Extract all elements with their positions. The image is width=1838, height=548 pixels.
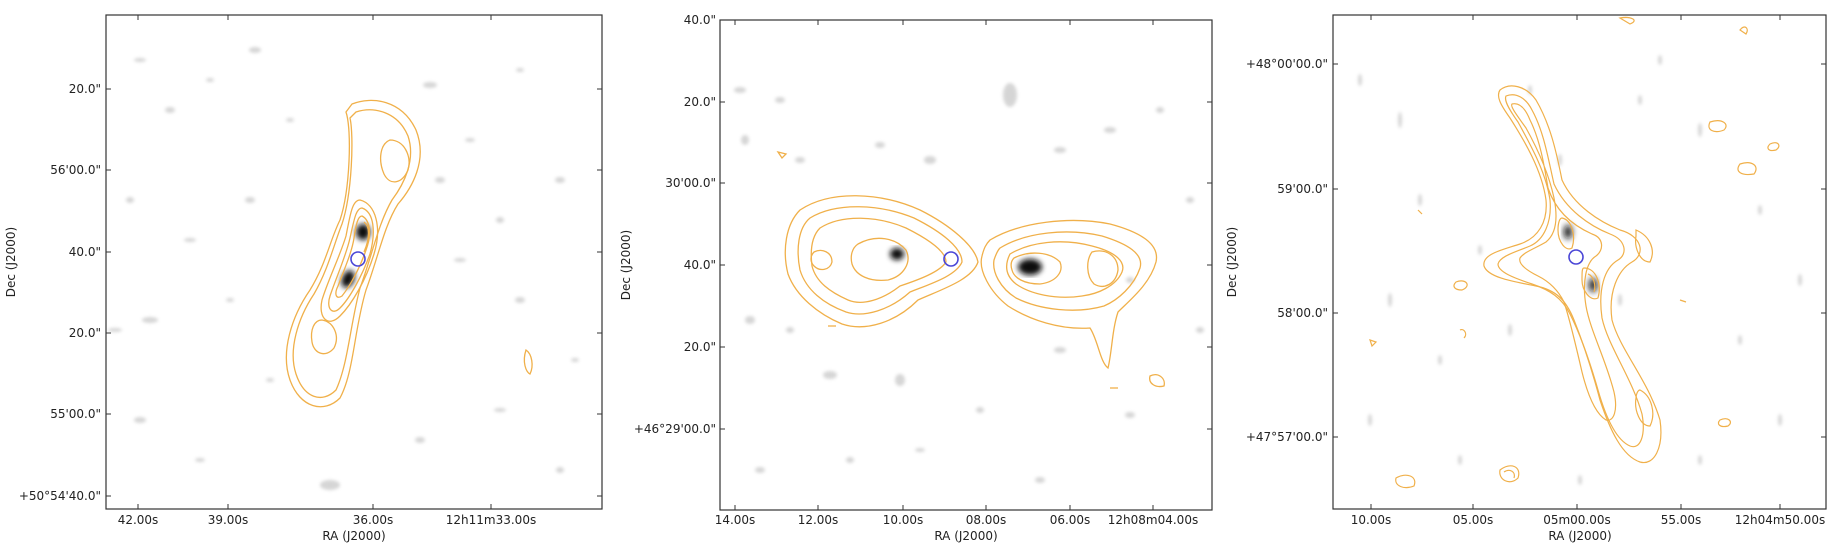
panel-1-ytick-label: +50°54'40.0" (19, 489, 101, 503)
panel-2-xtick-label: 12.00s (798, 513, 839, 527)
panel-2-xtick-label: 06.00s (1050, 513, 1091, 527)
panel-2-ytick-label: 40.0" (684, 13, 716, 27)
panel-2-noise (734, 83, 1204, 483)
panel-1-frame (105, 14, 603, 510)
panel-2-ytick-label: +46°29'00.0" (634, 422, 716, 436)
panel-2-xtick-label: 08.00s (966, 513, 1007, 527)
panel-3-ytick-label: 58'00.0" (1277, 306, 1328, 320)
panel-3-host-marker (1568, 249, 1584, 265)
panel-1: 42.00s 39.00s 36.00s 12h11m33.00s 20.0" … (4, 14, 603, 543)
panel-1-x-ticks (137, 15, 492, 509)
panel-2-xtick-label: 10.00s (883, 513, 924, 527)
panel-1-y-axis-label: Dec (J2000) (4, 227, 18, 297)
panel-3-x-ticks (1370, 15, 1781, 509)
panel-2-host-marker (943, 251, 959, 267)
panel-2-y-axis-label: Dec (J2000) (619, 230, 633, 300)
panel-2-ytick-label: 40.0" (684, 258, 716, 272)
panel-3-ytick-label: 59'00.0" (1277, 182, 1328, 196)
panel-3-xtick-label: 05m00.00s (1543, 513, 1611, 527)
panel-1-y-ticks (106, 88, 602, 497)
panel-2-y-ticks (720, 19, 1212, 430)
panel-3-x-axis-label: RA (J2000) (1548, 529, 1611, 543)
panel-3-image (1333, 15, 1826, 509)
panel-3-contours (1369, 16, 1780, 489)
panel-1-ytick-label: 20.0" (69, 326, 101, 340)
panel-2-xtick-label: 12h08m04.00s (1108, 513, 1198, 527)
panel-2-ytick-label: 20.0" (684, 340, 716, 354)
panel-2-ytick-label: 20.0" (684, 95, 716, 109)
panel-2: 14.00s 12.00s 10.00s 08.00s 06.00s 12h08… (619, 13, 1213, 543)
panel-1-xtick-label: 39.00s (208, 513, 249, 527)
panel-2-contours (776, 150, 1165, 389)
panel-1-image (106, 15, 602, 509)
panel-3-xtick-label: 10.00s (1351, 513, 1392, 527)
panel-3-noise (1358, 55, 1802, 485)
panel-3-y-ticks (1333, 63, 1826, 438)
panel-1-host-marker (350, 251, 366, 267)
panel-2-ytick-label: 30'00.0" (665, 176, 716, 190)
panel-1-xtick-label: 36.00s (353, 513, 394, 527)
panel-3-xtick-label: 12h04m50.00s (1735, 513, 1825, 527)
panel-1-xtick-label: 42.00s (118, 513, 159, 527)
panel-2-x-axis-label: RA (J2000) (934, 529, 997, 543)
panel-1-contours (285, 99, 533, 408)
panel-1-ytick-label: 40.0" (69, 245, 101, 259)
panel-1-x-axis-label: RA (J2000) (322, 529, 385, 543)
panel-3-frame (1332, 14, 1827, 510)
panel-3: 10.00s 05.00s 05m00.00s 55.00s 12h04m50.… (1225, 14, 1827, 543)
panel-2-radio-sources (890, 248, 1042, 275)
panel-1-ytick-label: 20.0" (69, 82, 101, 96)
panel-3-y-axis-label: Dec (J2000) (1225, 227, 1239, 297)
panel-3-ytick-label: +47°57'00.0" (1246, 430, 1328, 444)
panel-2-xtick-label: 14.00s (715, 513, 756, 527)
panel-3-xtick-label: 05.00s (1453, 513, 1494, 527)
panel-1-ytick-label: 55'00.0" (50, 407, 101, 421)
panel-3-xtick-label: 55.00s (1661, 513, 1702, 527)
panel-1-noise (108, 47, 579, 490)
panel-1-xtick-label: 12h11m33.00s (446, 513, 536, 527)
panel-2-image (720, 20, 1212, 510)
panel-2-x-ticks (734, 20, 1154, 510)
panel-3-ytick-label: +48°00'00.0" (1246, 57, 1328, 71)
panel-1-ytick-label: 56'00.0" (50, 163, 101, 177)
